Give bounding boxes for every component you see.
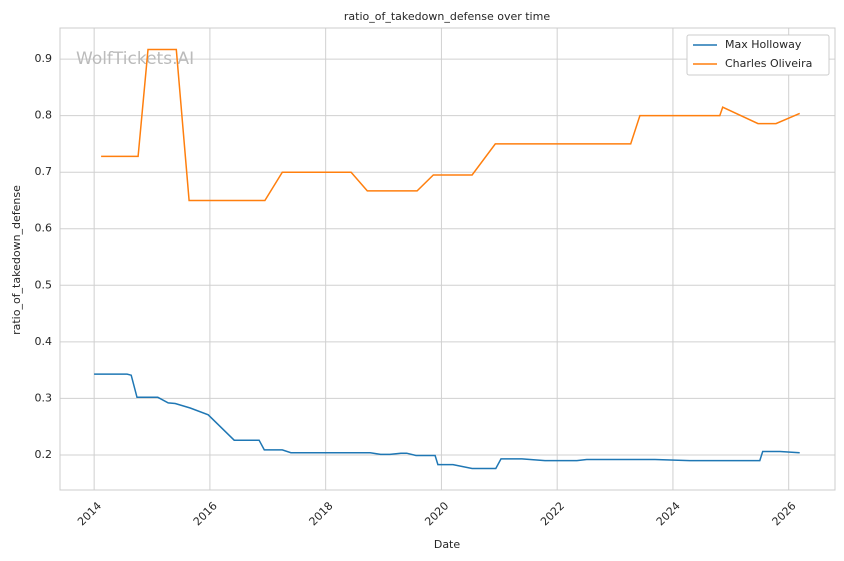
y-tick-label: 0.7 (35, 165, 53, 178)
y-tick-label: 0.8 (35, 109, 53, 122)
line (101, 48, 800, 202)
y-tick-label: 0.6 (35, 222, 53, 235)
y-tick-label: 0.3 (35, 391, 53, 404)
x-tick-label: 2022 (538, 499, 567, 528)
x-tick-label: 2024 (654, 499, 683, 528)
x-tick-label: 2026 (770, 499, 799, 528)
x-tick-label: 2016 (191, 499, 220, 528)
y-tick-label: 0.9 (35, 52, 53, 65)
legend: Max Holloway Charles Oliveira (686, 34, 830, 76)
plot-frame (59, 27, 836, 491)
y-tick-label: 0.2 (35, 448, 53, 461)
watermark: WolfTickets.AI (76, 49, 194, 69)
x-tick-label: 2018 (307, 499, 336, 528)
y-tick-label: 0.4 (35, 335, 53, 348)
chart-title: ratio_of_takedown_defense over time (344, 10, 550, 23)
y-tick-label: 0.5 (35, 278, 53, 291)
x-tick-label: 2014 (75, 499, 104, 528)
x-axis-label: Date (434, 538, 461, 551)
legend-box (686, 34, 830, 76)
line (94, 373, 800, 470)
x-tick-label: 2020 (422, 499, 451, 528)
legend-label: Max Holloway (725, 38, 802, 51)
y-axis-label: ratio_of_takedown_defense (10, 185, 23, 335)
legend-label: Charles Oliveira (725, 57, 812, 70)
